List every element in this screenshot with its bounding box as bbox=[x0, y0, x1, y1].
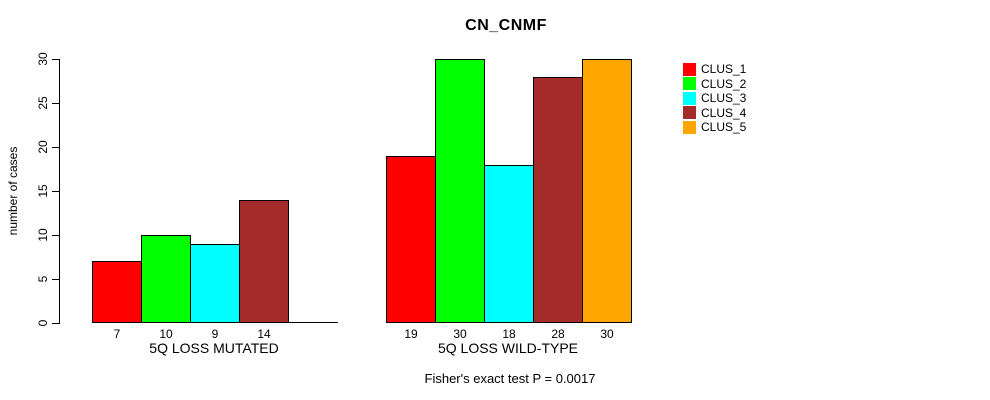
bar-clus_1-group2 bbox=[386, 156, 436, 323]
y-axis-tick-label: 10 bbox=[36, 228, 50, 242]
y-axis-tick-label: 25 bbox=[36, 96, 50, 110]
y-axis-tick bbox=[52, 59, 59, 60]
legend-item: CLUS_2 bbox=[683, 77, 746, 91]
y-axis-tick bbox=[52, 235, 59, 236]
legend-color-swatch bbox=[683, 120, 696, 134]
chart-title: CN_CNMF bbox=[465, 17, 547, 34]
bar-clus_1-group1 bbox=[92, 261, 142, 323]
legend-item: CLUS_4 bbox=[683, 106, 746, 120]
y-axis-tick-label: 20 bbox=[36, 140, 50, 154]
y-axis-tick-label: 5 bbox=[36, 275, 50, 283]
legend-color-swatch bbox=[683, 106, 696, 119]
bar-clus_5-group2 bbox=[582, 59, 632, 323]
y-axis-tick bbox=[52, 103, 59, 104]
bar-value-label: 14 bbox=[257, 327, 271, 341]
y-axis-tick bbox=[52, 323, 59, 324]
x-category-label: 5Q LOSS WILD-TYPE bbox=[437, 340, 579, 356]
legend-color-swatch bbox=[683, 62, 696, 76]
legend-item: CLUS_3 bbox=[683, 91, 746, 105]
bar-clus_2-group2 bbox=[435, 59, 485, 323]
y-axis-tick bbox=[52, 147, 59, 148]
annotation-text: Fisher's exact test P = 0.0017 bbox=[424, 371, 596, 386]
legend-item-label: CLUS_3 bbox=[701, 91, 747, 105]
y-axis-tick-label: 0 bbox=[36, 319, 50, 327]
bar-clus_3-group2 bbox=[484, 165, 534, 323]
bar-value-label: 28 bbox=[551, 327, 565, 341]
bar-clus_3-group1 bbox=[190, 244, 240, 323]
y-axis-tick-label: 30 bbox=[36, 52, 50, 66]
y-axis-tick bbox=[52, 191, 59, 192]
legend-color-swatch bbox=[683, 91, 696, 105]
bar-clus_4-group2 bbox=[533, 77, 583, 323]
legend-item-label: CLUS_4 bbox=[701, 105, 747, 120]
bar-value-label: 19 bbox=[404, 327, 418, 341]
legend-item-label: CLUS_1 bbox=[701, 62, 747, 76]
legend: CLUS_1 CLUS_2 CLUS_3 CLUS_4 CLUS_5 bbox=[683, 62, 746, 135]
legend-color-swatch bbox=[683, 77, 696, 90]
x-category-label: 5Q LOSS MUTATED bbox=[149, 340, 279, 356]
bar-clus_2-group1 bbox=[141, 235, 191, 323]
legend-item-label: CLUS_5 bbox=[701, 120, 747, 134]
y-axis-title: number of cases bbox=[6, 146, 20, 236]
bar-clus_4-group1 bbox=[239, 200, 289, 323]
bar-value-label: 18 bbox=[502, 327, 516, 341]
y-axis-line bbox=[59, 59, 60, 324]
bar-value-label: 30 bbox=[600, 327, 614, 341]
bar-value-label: 10 bbox=[159, 327, 173, 341]
y-axis-tick-label: 15 bbox=[36, 184, 50, 198]
legend-item: CLUS_5 bbox=[683, 120, 746, 134]
y-axis-tick bbox=[52, 279, 59, 280]
legend-item-label: CLUS_2 bbox=[701, 76, 747, 91]
bar-value-label: 7 bbox=[113, 327, 121, 341]
bar-value-label: 9 bbox=[211, 327, 219, 341]
bar-clus_5-group1 bbox=[288, 322, 338, 323]
bar-value-label: 30 bbox=[453, 327, 467, 341]
legend-item: CLUS_1 bbox=[683, 62, 746, 76]
